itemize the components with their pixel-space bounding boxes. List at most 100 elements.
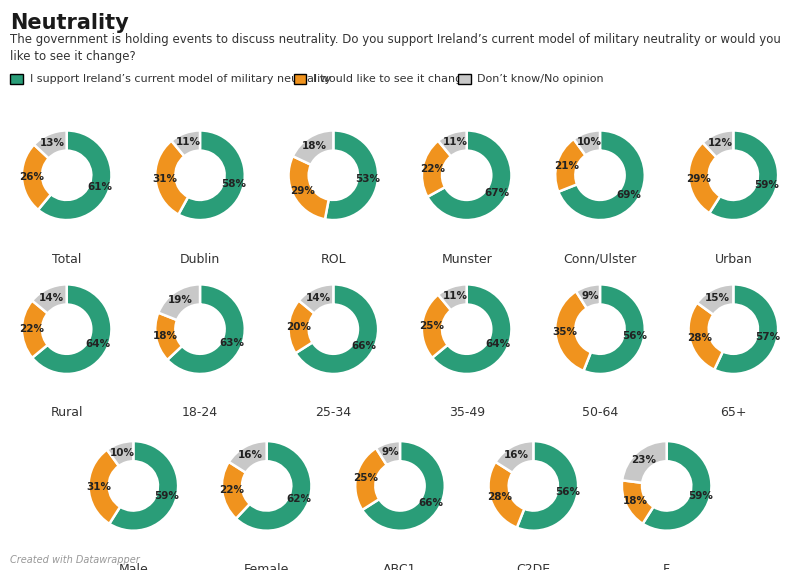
Wedge shape — [689, 303, 723, 370]
Wedge shape — [38, 131, 111, 220]
Wedge shape — [697, 284, 734, 315]
Wedge shape — [422, 141, 451, 197]
Wedge shape — [171, 131, 200, 156]
Wedge shape — [702, 131, 734, 157]
Text: 20%: 20% — [286, 322, 311, 332]
Text: 11%: 11% — [442, 137, 467, 148]
Wedge shape — [642, 441, 711, 531]
Text: 22%: 22% — [219, 485, 245, 495]
Text: 15%: 15% — [705, 293, 730, 303]
Text: 11%: 11% — [176, 137, 201, 148]
Wedge shape — [422, 295, 451, 358]
Text: 66%: 66% — [418, 498, 443, 508]
Wedge shape — [325, 131, 378, 220]
Wedge shape — [432, 284, 511, 374]
Text: 62%: 62% — [286, 494, 312, 504]
Wedge shape — [489, 462, 524, 528]
Text: 21%: 21% — [554, 161, 579, 170]
Wedge shape — [438, 131, 466, 156]
Text: 57%: 57% — [755, 332, 780, 342]
Wedge shape — [495, 441, 534, 473]
Text: 69%: 69% — [617, 190, 642, 200]
Text: 16%: 16% — [238, 450, 262, 461]
Text: 22%: 22% — [19, 324, 44, 334]
Text: 59%: 59% — [754, 180, 779, 190]
Text: 22%: 22% — [420, 164, 445, 174]
Text: 56%: 56% — [622, 331, 647, 341]
Text: 31%: 31% — [86, 482, 111, 492]
Text: Female: Female — [244, 563, 290, 570]
Text: 11%: 11% — [442, 291, 467, 302]
Wedge shape — [558, 131, 645, 220]
Text: 18%: 18% — [302, 141, 327, 151]
Wedge shape — [22, 145, 51, 210]
Text: 13%: 13% — [40, 138, 66, 148]
Wedge shape — [622, 441, 666, 483]
Text: 9%: 9% — [582, 291, 599, 300]
Text: 31%: 31% — [153, 173, 178, 184]
Wedge shape — [222, 462, 250, 519]
Wedge shape — [576, 284, 600, 308]
Text: 35%: 35% — [553, 327, 578, 337]
Text: 23%: 23% — [631, 455, 656, 465]
Text: The government is holding events to discuss neutrality. Do you support Ireland’s: The government is holding events to disc… — [10, 33, 782, 63]
Wedge shape — [32, 284, 111, 374]
Text: C2DE: C2DE — [516, 563, 550, 570]
Wedge shape — [107, 441, 134, 466]
Wedge shape — [438, 284, 466, 310]
Wedge shape — [229, 441, 266, 473]
Text: 12%: 12% — [708, 138, 733, 148]
Wedge shape — [155, 313, 182, 360]
Text: 63%: 63% — [219, 338, 245, 348]
Text: 19%: 19% — [168, 295, 193, 306]
Text: 65+: 65+ — [720, 406, 746, 420]
Wedge shape — [236, 441, 311, 531]
Text: Don’t know/No opinion: Don’t know/No opinion — [477, 74, 604, 84]
Text: 58%: 58% — [222, 179, 246, 189]
Wedge shape — [517, 441, 578, 531]
Wedge shape — [289, 300, 314, 353]
Wedge shape — [158, 284, 200, 320]
Text: 50-64: 50-64 — [582, 406, 618, 420]
Text: 35-49: 35-49 — [449, 406, 485, 420]
Text: 16%: 16% — [504, 450, 529, 461]
Wedge shape — [32, 284, 66, 314]
Wedge shape — [34, 131, 66, 158]
Wedge shape — [295, 284, 378, 374]
Text: 59%: 59% — [154, 491, 179, 500]
Text: 59%: 59% — [688, 491, 713, 500]
Wedge shape — [583, 284, 645, 374]
Text: 61%: 61% — [87, 182, 112, 192]
Text: 14%: 14% — [39, 292, 64, 303]
Wedge shape — [299, 284, 334, 314]
Text: I support Ireland’s current model of military neutrality: I support Ireland’s current model of mil… — [30, 74, 331, 84]
Text: 56%: 56% — [555, 487, 580, 498]
Wedge shape — [89, 450, 120, 524]
Text: Rural: Rural — [50, 406, 83, 420]
Text: 67%: 67% — [484, 188, 510, 198]
Wedge shape — [362, 441, 445, 531]
Text: ABC1: ABC1 — [383, 563, 417, 570]
Text: 10%: 10% — [110, 447, 135, 458]
Wedge shape — [167, 284, 245, 374]
Text: 64%: 64% — [486, 339, 511, 349]
Text: Munster: Munster — [442, 253, 492, 266]
Text: Urban: Urban — [714, 253, 752, 266]
Text: 18-24: 18-24 — [182, 406, 218, 420]
Text: 25-34: 25-34 — [315, 406, 351, 420]
Text: Total: Total — [52, 253, 82, 266]
Text: 18%: 18% — [622, 496, 647, 506]
Wedge shape — [710, 131, 778, 220]
Text: Neutrality: Neutrality — [10, 13, 129, 32]
Text: Dublin: Dublin — [180, 253, 220, 266]
Wedge shape — [555, 291, 591, 371]
Wedge shape — [178, 131, 245, 220]
Text: 29%: 29% — [686, 173, 711, 184]
Text: 10%: 10% — [577, 137, 602, 147]
Wedge shape — [355, 448, 386, 510]
Text: Male: Male — [118, 563, 148, 570]
Wedge shape — [376, 441, 400, 465]
Wedge shape — [427, 131, 511, 220]
Wedge shape — [289, 156, 329, 219]
Text: 25%: 25% — [419, 321, 444, 331]
